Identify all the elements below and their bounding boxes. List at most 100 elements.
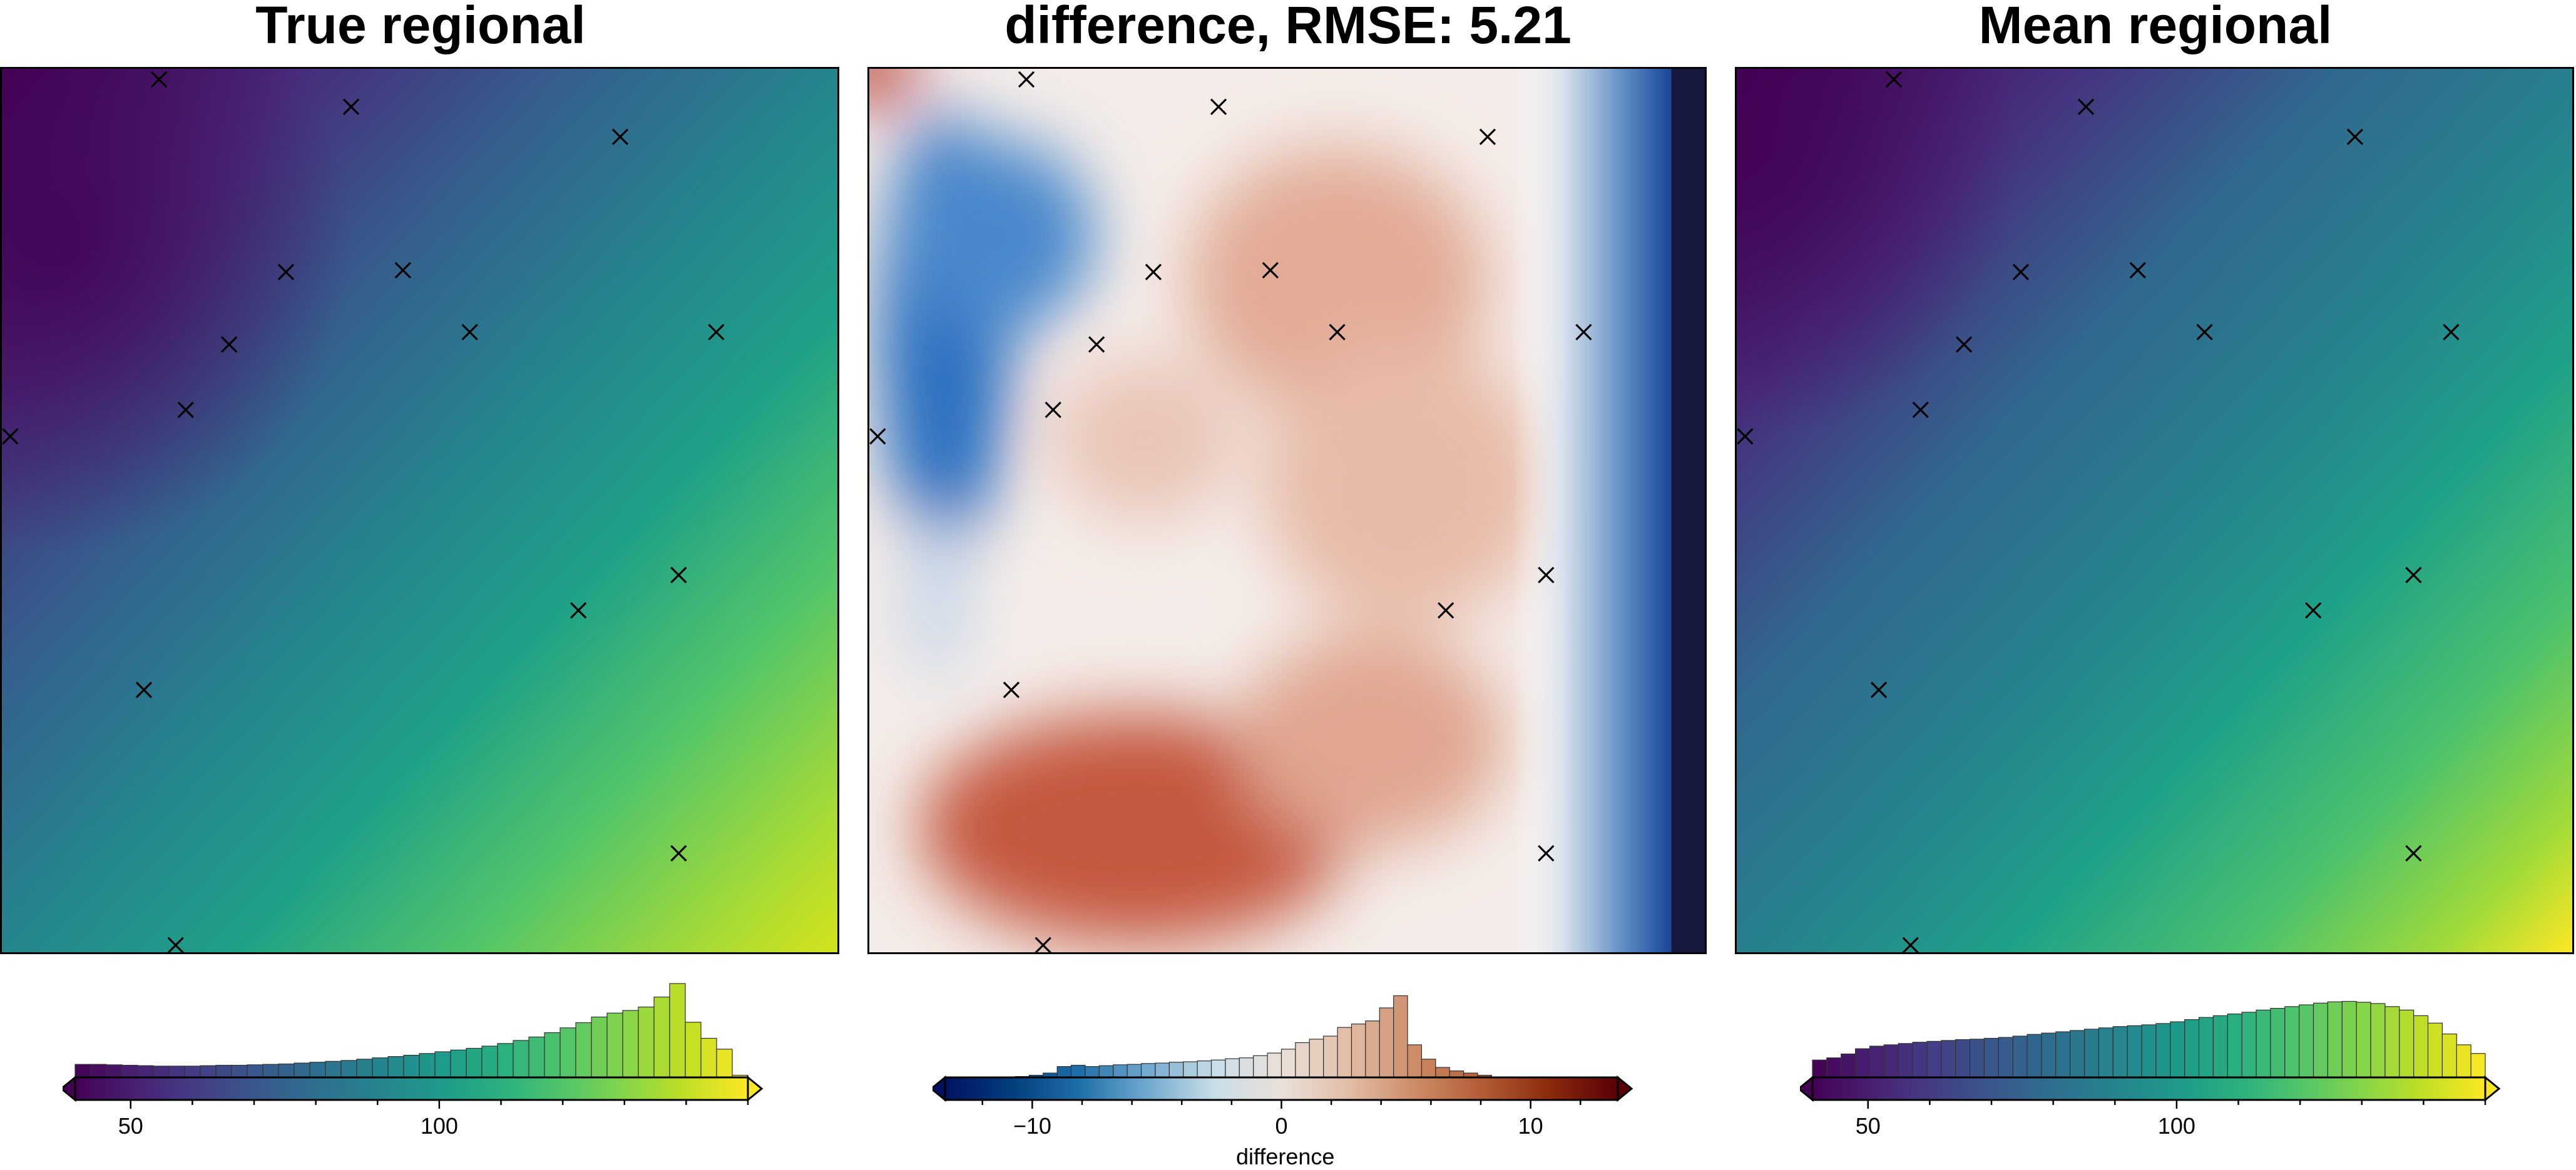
station-marker — [613, 130, 628, 145]
colorbar-high-triangle — [1617, 1075, 1633, 1102]
station-marker — [1046, 402, 1061, 417]
histogram-bar — [1941, 1040, 1956, 1078]
histogram-bar — [2012, 1035, 2028, 1078]
histogram-bar — [1197, 1061, 1212, 1078]
histogram-bar — [1056, 1066, 1072, 1078]
histogram-bar — [2313, 1002, 2329, 1078]
histogram-bar — [2413, 1015, 2429, 1078]
histogram-bar — [2227, 1014, 2242, 1078]
histogram-bar — [2141, 1024, 2157, 1078]
map-mean-regional — [1735, 67, 2574, 954]
histogram-bar — [1085, 1066, 1100, 1078]
station-marker — [1913, 402, 1928, 417]
histogram-bar — [2441, 1033, 2457, 1078]
colorbar-true-regional-plot: 50 100 — [63, 983, 764, 1139]
histogram-bar — [528, 1036, 545, 1078]
histogram-bar — [2070, 1030, 2085, 1078]
map-difference-plot — [869, 69, 1705, 952]
histogram-bar — [1210, 1059, 1226, 1078]
histogram-bar — [2270, 1007, 2286, 1078]
histogram-bar — [215, 1064, 232, 1078]
panel-title-true-regional: True regional — [255, 0, 586, 54]
map-true-regional-plot — [2, 69, 837, 952]
histogram-bar — [1127, 1064, 1142, 1078]
map-difference — [867, 67, 1707, 954]
station-marker — [1956, 337, 1971, 352]
station-marker — [136, 683, 151, 698]
station-marker — [1538, 567, 1553, 582]
histogram-bar — [419, 1053, 436, 1078]
histogram-bar — [168, 1066, 185, 1078]
histogram-bar — [137, 1065, 154, 1078]
histogram-bar — [1926, 1040, 1942, 1078]
station-marker — [1903, 938, 1918, 952]
histogram-bar — [606, 1012, 623, 1078]
colorbar-tick-label: 100 — [421, 1113, 458, 1139]
histogram-bar — [2470, 1053, 2486, 1078]
histogram-bar — [1898, 1043, 1913, 1078]
histogram-bar — [1955, 1039, 1971, 1078]
station-marker — [1211, 99, 1226, 114]
histogram-bar — [2399, 1009, 2415, 1078]
histogram — [1812, 1000, 2486, 1078]
histogram-bar — [1295, 1042, 1310, 1078]
histogram-bar — [2055, 1031, 2071, 1078]
colorbar-tick-label: 10 — [1518, 1113, 1543, 1139]
histogram-bar — [1421, 1059, 1436, 1078]
station-marker — [151, 72, 166, 87]
histogram — [1015, 995, 1506, 1078]
histogram-bar — [356, 1059, 373, 1078]
histogram-bar — [2341, 1000, 2357, 1078]
histogram-bar — [1379, 1007, 1394, 1078]
histogram-bar — [1337, 1027, 1352, 1078]
histogram-bar — [153, 1066, 170, 1078]
histogram-bar — [1098, 1065, 1114, 1078]
histogram-bar — [2098, 1027, 2113, 1078]
station-marker — [2013, 265, 2028, 280]
station-marker — [1330, 325, 1345, 340]
histogram-bar — [1812, 1059, 1827, 1078]
histogram-bar — [278, 1063, 295, 1078]
colorbar-high-triangle — [2484, 1075, 2501, 1102]
histogram-bar — [560, 1027, 576, 1078]
histogram-bar — [2299, 1004, 2314, 1078]
station-marker — [671, 567, 686, 582]
station-marker — [396, 263, 411, 278]
histogram-bar — [1309, 1039, 1324, 1078]
histogram-bar — [481, 1045, 498, 1078]
histogram-bar — [716, 1049, 733, 1078]
station-marker — [1737, 429, 1752, 444]
station-marker — [178, 402, 193, 417]
histogram-bar — [184, 1066, 201, 1078]
colorbar-difference-plot: −10 0 10 — [933, 995, 1633, 1139]
histogram-bar — [685, 1022, 702, 1078]
colorbar-true-regional: 50 100 — [63, 964, 782, 1170]
colorbar-ticks: 50 100 — [118, 1100, 749, 1139]
colorbar-tick-label: 100 — [2158, 1113, 2195, 1139]
histogram — [74, 983, 749, 1078]
map-true-regional — [0, 67, 839, 954]
histogram-bar — [2327, 1001, 2343, 1078]
station-marker — [1871, 683, 1886, 698]
histogram-bar — [1969, 1039, 1985, 1078]
station-marker — [1146, 265, 1161, 280]
histogram-bar — [591, 1016, 608, 1078]
histogram-bar — [74, 1064, 91, 1078]
station-marker — [1886, 72, 1901, 87]
histogram-bar — [1407, 1044, 1423, 1078]
colorbar-bar — [74, 1076, 749, 1101]
histogram-bar — [1393, 995, 1408, 1078]
histogram-bar — [1323, 1035, 1338, 1078]
histogram-bar — [669, 983, 686, 1078]
histogram-bar — [340, 1060, 357, 1078]
station-marker — [1004, 683, 1019, 698]
colorbar-difference-label: difference — [1236, 1144, 1335, 1169]
histogram-bar — [2212, 1015, 2228, 1078]
histogram-bar — [2384, 1006, 2400, 1078]
station-marker — [708, 325, 723, 340]
histogram-bar — [1883, 1044, 1899, 1078]
histogram-bar — [90, 1064, 107, 1078]
histogram-bar — [1869, 1045, 1884, 1078]
histogram-bar — [309, 1062, 326, 1078]
colorbar-bar — [944, 1076, 1619, 1101]
